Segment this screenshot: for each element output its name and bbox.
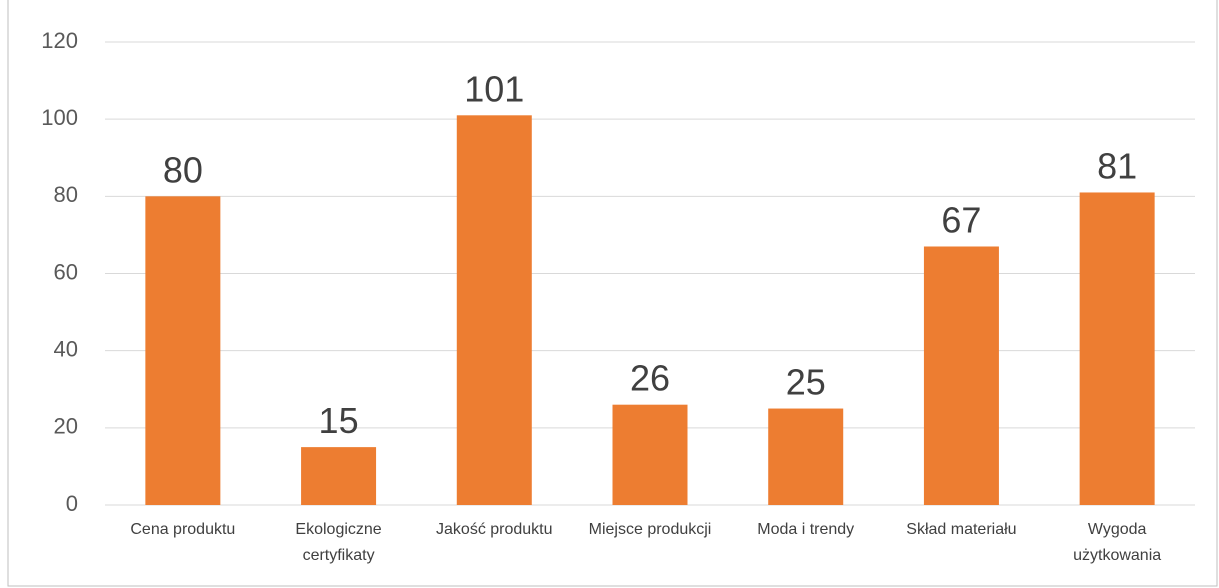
x-tick-label: Skład materiału [906,521,1016,538]
data-label: 67 [941,199,981,240]
y-tick-label: 80 [54,182,78,207]
data-label: 80 [163,149,203,190]
x-tick-label: Cena produktu [130,521,235,538]
bar [768,408,844,505]
data-label: 101 [464,68,524,109]
chart-border [7,0,1218,587]
bar [612,404,688,505]
y-tick-label: 60 [54,259,78,284]
data-label: 81 [1097,145,1137,186]
bar [456,115,532,505]
x-tick-label: Jakość produktu [436,521,553,538]
x-tick-label: Ekologiczne certyfikaty [295,521,381,564]
y-tick-label: 120 [41,28,78,53]
x-tick-label: Wygoda użytkowania [1073,521,1161,564]
y-tick-label: 40 [54,336,78,361]
data-label: 15 [319,400,359,441]
bar [301,447,377,505]
bar [145,196,221,506]
y-tick-label: 0 [66,491,78,516]
bar [923,246,999,505]
y-tick-label: 100 [41,105,78,130]
data-label: 26 [630,358,670,399]
y-tick-label: 20 [54,414,78,439]
data-label: 25 [786,362,826,403]
bar [1079,192,1155,505]
x-tick-label: Moda i trendy [757,521,854,538]
x-tick-label: Miejsce produkcji [589,521,712,538]
